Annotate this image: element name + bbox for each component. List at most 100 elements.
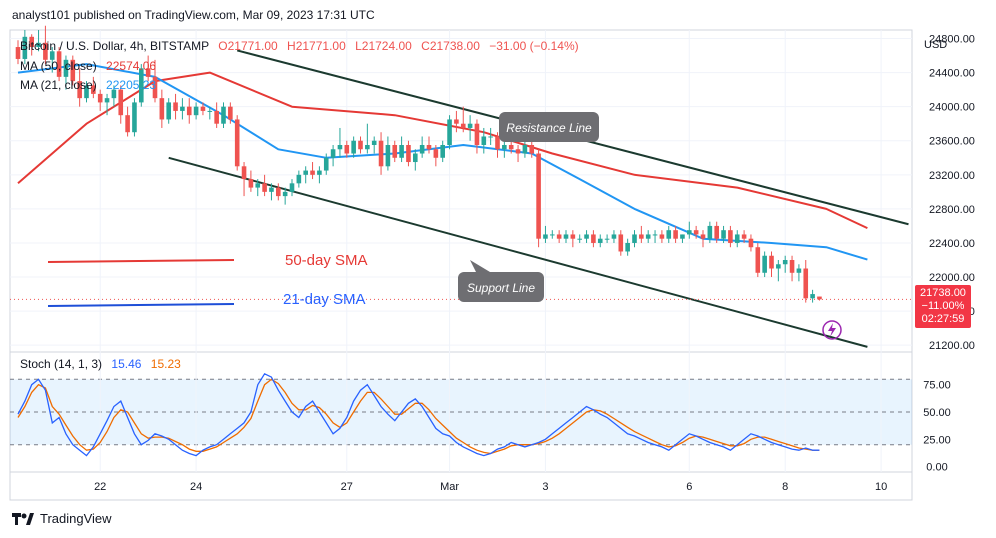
candle-body [618,234,624,252]
time-tick-label: 10 [875,481,887,493]
stoch-band-layer [10,378,912,446]
price-tick-label: 23600.00 [929,136,975,148]
candle-body [63,59,69,77]
candle-body [488,136,493,138]
stoch-k-value: 15.46 [111,357,141,371]
candle-body [454,119,459,124]
candle-body [303,170,308,175]
support-callout-text: Support Line [467,281,535,295]
candle-body [728,230,733,243]
candle-body [474,123,480,145]
legend-high: H21771.00 [287,39,346,53]
candle-body [782,260,788,265]
candle-body [481,136,487,145]
candle-body [330,149,336,158]
sma21-annotation: 21-day SMA [283,291,366,308]
candle-body [228,106,233,120]
candles-layer [10,25,912,303]
time-tick-label: 27 [341,481,353,493]
candle-body [769,255,774,269]
candle-body [789,260,795,273]
lightning-icon [822,320,842,340]
candle-body [508,145,514,150]
candle-body [714,225,719,239]
stoch-tick-label: 0.00 [926,462,947,474]
candle-body [43,42,48,60]
tradingview-logo-icon [12,512,34,525]
candle-body [632,234,637,243]
price-tick-label: 22800.00 [929,204,975,216]
price-tick-label: 22400.00 [929,238,975,250]
candle-body [652,234,658,236]
candle-body [680,234,685,239]
candle-body [755,247,761,273]
candle-body [700,234,706,239]
candle-body [556,234,562,239]
candle-body [645,234,651,239]
candle-body [502,145,507,150]
price-tick-label: 24000.00 [929,102,975,114]
time-axis-frame [9,471,913,501]
price-tick-label: 22000.00 [929,272,975,284]
tradingview-brand: TradingView [40,511,112,526]
candle-body [152,76,158,99]
candle-body [139,68,144,103]
candle-body [193,106,199,116]
candle-body [371,140,377,145]
time-tick-label: 6 [686,481,692,493]
candle-body [570,234,576,239]
candle-body [707,225,713,239]
sma50-legend-line [47,259,235,263]
candle-body [447,119,452,145]
candle-body [604,238,610,240]
candle-body [433,149,439,158]
candle-body [693,230,699,235]
candle-body [91,85,96,94]
candle-body [234,119,240,167]
candle-body [276,187,281,197]
candle-body [56,51,62,77]
candle-body [166,102,171,120]
time-tick-label: 3 [542,481,548,493]
candle-body [673,230,678,239]
price-tick-label: 24800.00 [929,34,975,46]
candle-body [734,234,740,243]
candle-body [810,294,815,299]
last-price-badge: 21738.00 −11.00% 02:27:59 [915,285,971,328]
candle-body [803,268,809,299]
candle-body [262,183,267,192]
candle-body [132,102,137,133]
time-tick-label: Mar [440,481,459,493]
candle-body [310,170,315,175]
candle-body [180,106,185,111]
tradingview-footer: TradingView [12,511,112,526]
annotations: Resistance Line Support Line 50-day SMA … [47,112,842,340]
candle-body [385,145,391,167]
candle-body [659,234,665,239]
candle-body [522,145,528,154]
candle-body [317,170,322,175]
time-tick-label: 8 [782,481,788,493]
candle-body [591,234,596,243]
candle-body [344,145,350,154]
candle-body [104,98,110,103]
candle-body [639,234,644,239]
candle-body [97,93,103,103]
candle-body [15,47,21,59]
candle-body [36,42,41,48]
candle-body [29,36,34,48]
bar-countdown: 02:27:59 [921,313,965,325]
candle-body [125,115,130,133]
candle-body [248,179,254,188]
axes-layer: 24800.00 24400.00 24000.00 23600.00 23200.00… [94,34,975,493]
candle-body [365,145,370,150]
candle-body [625,242,630,252]
resistance-callout-box [499,112,599,142]
stoch-tick-label: 50.00 [923,407,951,419]
last-price-change: −11.00% [921,300,965,312]
candle-body [529,145,535,154]
candle-body [77,81,82,99]
candle-body [22,36,28,59]
stoch-d-value: 15.23 [151,357,181,371]
